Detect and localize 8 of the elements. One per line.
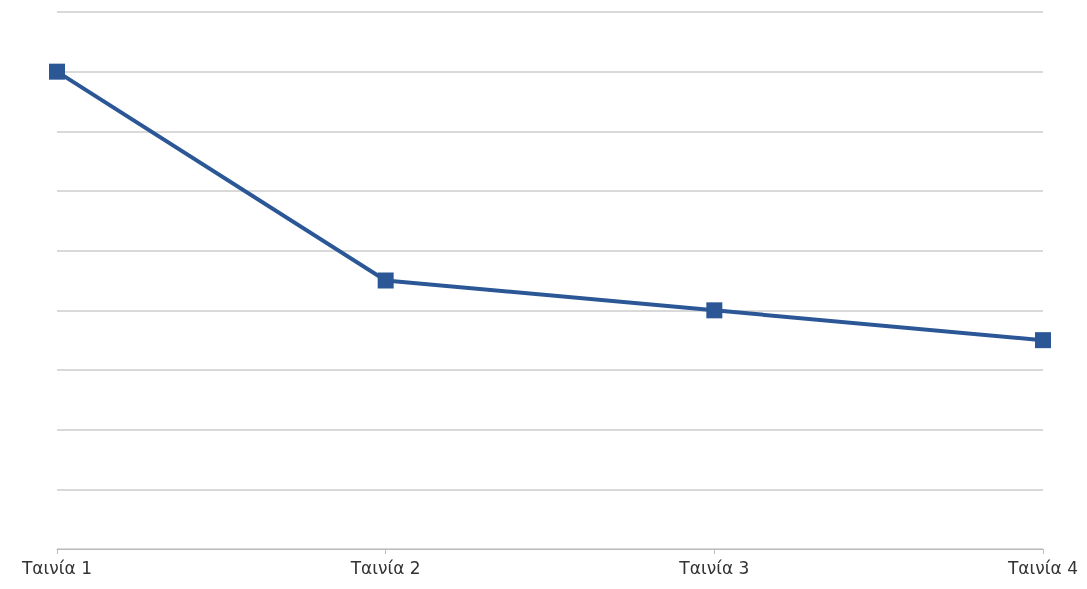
point [706,302,723,319]
point [1035,332,1051,349]
x-tick-label: Ταινία 1 [20,557,93,578]
point [377,272,394,289]
x-tick-label: Ταινία 2 [349,557,421,578]
x-tick-label: Ταινία 3 [678,557,750,578]
x-tick-label: Ταινία 4 [1006,557,1079,578]
point [49,63,65,80]
